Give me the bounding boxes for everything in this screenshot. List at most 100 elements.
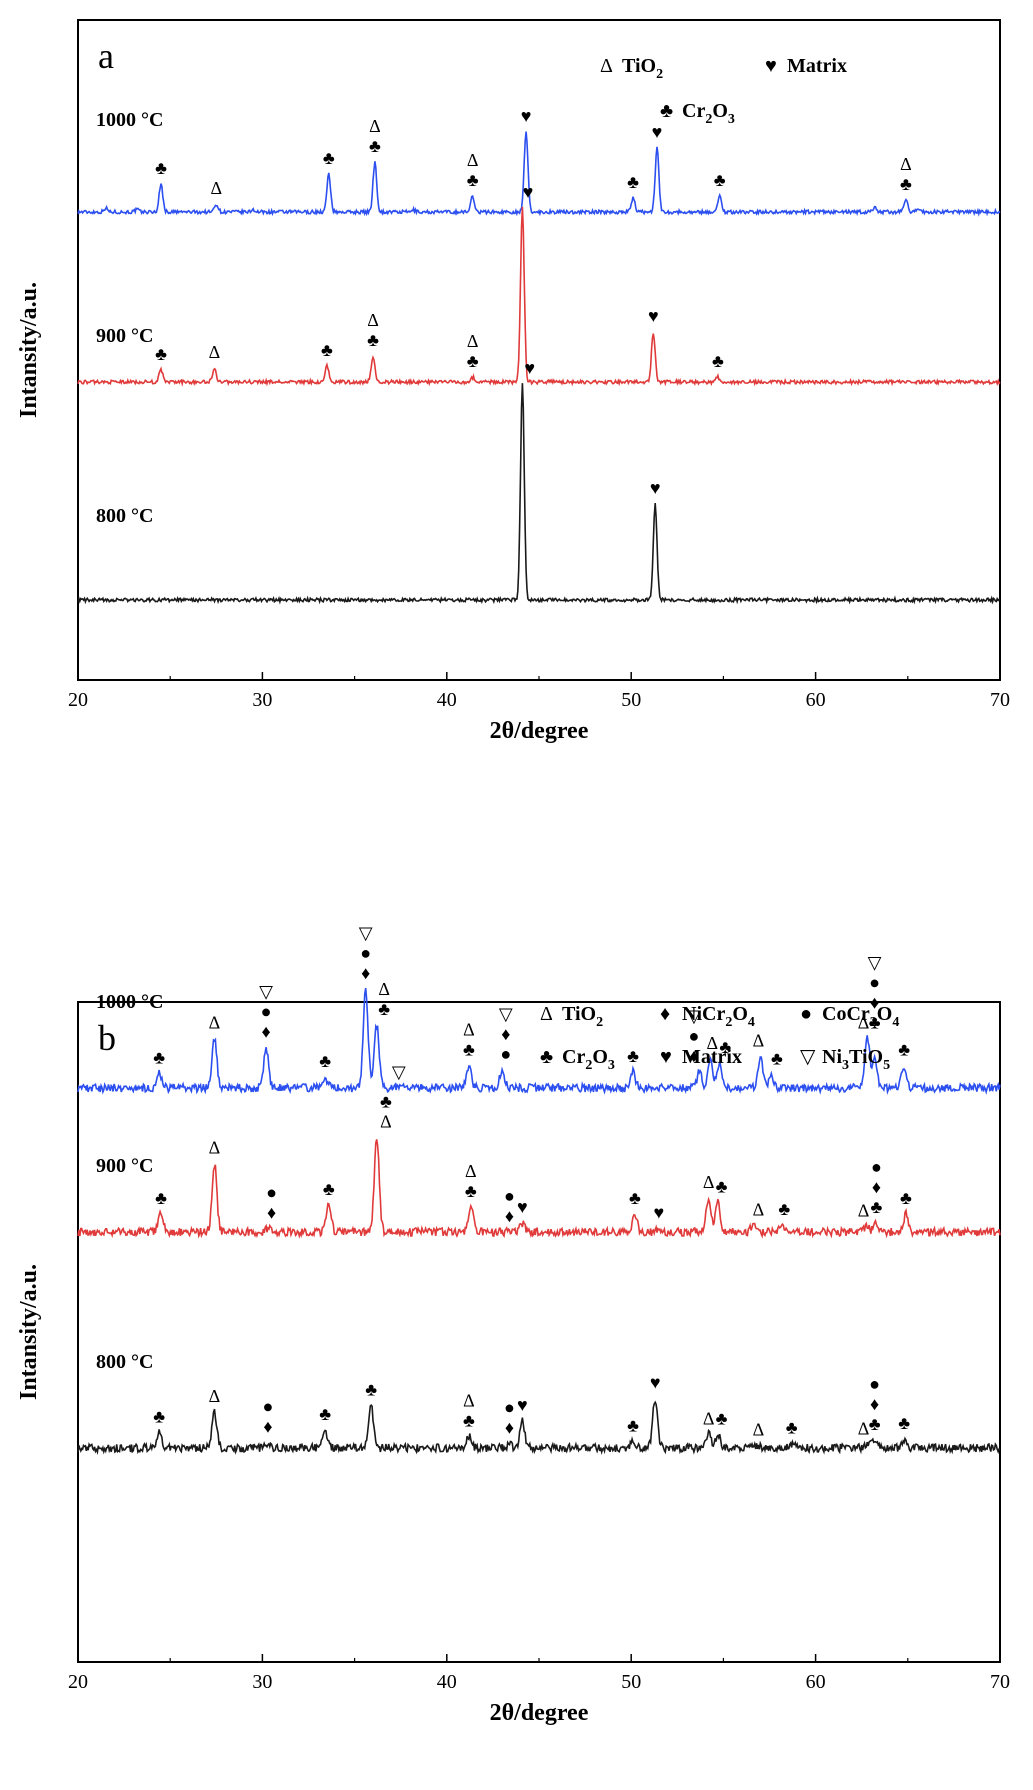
legend-label-part: Matrix [787,55,847,77]
legend-label-part: Ni [822,1046,842,1068]
peak-symbol: Δ [211,178,223,198]
legend-label-part: O [712,100,728,122]
peak-symbol: Δ [209,1138,221,1158]
legend-label: Ni3TiO5 [822,1046,890,1073]
legend-item: ▽ Ni3TiO5 [800,1046,890,1073]
legend-item: ♦ NiCr2O4 [660,1003,755,1030]
xrd-panel-a: a Intansity/a.u. 2θ/degree 20 30 40 50 60 70 … [0,0,1033,880]
peak-symbol: ♦ [870,1394,879,1414]
x-tick-label: 40 [437,1671,457,1693]
peak-symbol: ♣ [380,1092,392,1112]
x-tick-label: 50 [621,1671,641,1693]
x-tick-label: 20 [68,689,88,711]
traces-a [77,131,1001,605]
peak-symbol: ♣ [367,330,379,350]
peak-symbol: Δ [380,1112,392,1132]
panel-label-a: a [98,36,114,76]
peak-symbol: ♣ [465,1181,477,1201]
peak-symbol: ♣ [378,999,390,1019]
peak-symbol: ♦ [870,993,879,1013]
legend-item: Δ TiO2 [540,1003,603,1030]
peak-symbol: Δ [465,1161,477,1181]
legend-label-part: Cr [682,100,705,122]
legend-item: ♥ Matrix [660,1046,742,1068]
legend-b: Δ TiO2 ♦ NiCr2O4 ● CoCr2O4♣ Cr2O3 ♥ Matrix ▽ Ni3Ti… [540,1003,899,1073]
x-tick-label: 30 [252,689,272,711]
legend-label-part: TiO [622,55,656,77]
peak-symbol: ♣ [778,1199,790,1219]
x-tick-label: 30 [252,1671,272,1693]
peak-symbol: ♣ [323,1179,335,1199]
peak-symbol: ♣ [712,351,724,371]
peak-symbol: ♥ [517,1395,528,1415]
peak-symbol: Δ [378,979,390,999]
peak-symbol: ♣ [627,1416,639,1436]
xrd-trace-800-a [77,383,1001,605]
peak-symbol: ♣ [319,1051,331,1071]
peak-symbol: Δ [707,1033,719,1053]
legend-subscript: 2 [870,1015,877,1030]
peak-symbol: ♣ [463,1410,475,1430]
peak-symbol: ♥ [648,306,659,326]
peak-symbol: ♣ [463,1040,475,1060]
peak-symbol: ♦ [267,1202,276,1222]
peak-symbol: ▽ [868,953,882,973]
legend-symbol: Δ [600,55,613,77]
panel-label-b: b [98,1018,116,1058]
y-axis-label-a: Intansity/a.u. [16,282,42,418]
legend-label-part: TiO [562,1003,596,1025]
peak-symbol: ♣ [771,1049,783,1069]
peak-symbol: ♣ [869,1013,881,1033]
legend-label: Cr2O3 [682,100,735,127]
xrd-trace-1000-a [77,131,1001,217]
peak-symbol: ♣ [871,1197,883,1217]
peak-symbol: Δ [900,154,912,174]
x-tick-label: 60 [806,689,826,711]
peak-symbol: Δ [367,310,379,330]
peak-symbol: Δ [753,1200,765,1220]
legend-label-part: CoCr [822,1003,870,1025]
legend-subscript: 5 [883,1058,890,1073]
legend-symbol: ♣ [540,1046,553,1068]
peak-symbol: ♣ [786,1418,798,1438]
y-axis-label-b: Intansity/a.u. [16,1264,42,1400]
peak-symbol: Δ [467,150,479,170]
x-axis-label-b: 2θ/degree [490,1700,589,1726]
legend-subscript: 2 [656,67,663,82]
peak-symbol: ♦ [872,1177,881,1197]
peak-symbol: ♣ [898,1413,910,1433]
legend-subscript: 2 [705,112,712,127]
xrd-chart-a: a Intansity/a.u. 2θ/degree 20 30 40 50 60 70 … [16,19,1010,744]
legend-subscript: 4 [892,1015,899,1030]
peak-symbol: ♦ [689,1046,698,1066]
peak-symbol: Δ [463,1390,475,1410]
legend-symbol: ♦ [660,1003,670,1025]
peak-symbol: ● [500,1044,511,1064]
peak-symbol: ● [504,1186,515,1206]
peak-symbol: Δ [209,1013,221,1033]
legend-a: Δ TiO2 ♥ Matrix♣ Cr2O3 [600,55,847,127]
series-label-1000: 1000 °C [96,109,163,131]
legend-symbol: ♥ [660,1046,672,1068]
legend-label: Matrix [787,55,847,77]
legend-subscript: 2 [725,1015,732,1030]
legend-subscript: 2 [585,1058,592,1073]
legend-label: CoCr2O4 [822,1003,899,1030]
traces-b [77,987,1001,1456]
peak-symbol: ♥ [524,358,535,378]
peak-symbol: Δ [858,1013,870,1033]
peak-symbol: ♣ [716,1176,728,1196]
peak-symbol: ▽ [359,923,373,943]
peak-symbol: ♣ [627,172,639,192]
legend-subscript: 3 [608,1058,615,1073]
legend-subscript: 3 [728,112,735,127]
legend-label-part: O [732,1003,748,1025]
peak-symbol: Δ [753,1419,765,1439]
peak-symbol: Δ [369,116,381,136]
legend-item: ♣ Cr2O3 [540,1046,615,1073]
xrd-trace-900-a [77,206,1001,387]
peak-symbol: ● [504,1398,515,1418]
peak-symbol: Δ [753,1031,765,1051]
peak-symbol: ♣ [467,170,479,190]
peak-symbol: ♣ [155,158,167,178]
